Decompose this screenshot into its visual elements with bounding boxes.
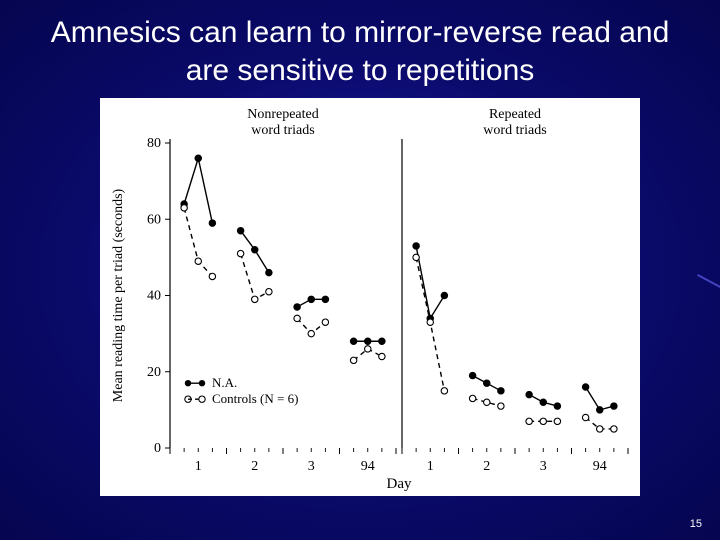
svg-text:3: 3	[540, 459, 547, 474]
svg-text:0: 0	[154, 441, 161, 456]
svg-text:94: 94	[361, 459, 375, 474]
svg-text:Day: Day	[387, 476, 412, 492]
page-number: 15	[690, 518, 702, 530]
svg-text:Controls (N = 6): Controls (N = 6)	[212, 391, 298, 406]
svg-text:2: 2	[251, 459, 258, 474]
svg-text:3: 3	[308, 459, 315, 474]
svg-text:word triads: word triads	[483, 123, 546, 138]
svg-text:1: 1	[427, 459, 434, 474]
svg-text:80: 80	[147, 136, 161, 151]
chart-svg: 0 20 40 60 80 Mean reading time per triad (se…	[100, 98, 640, 496]
svg-text:Nonrepeated: Nonrepeated	[247, 107, 319, 122]
svg-text:Mean reading time per triad (s: Mean reading time per triad (seconds)	[111, 188, 126, 402]
svg-text:Repeated: Repeated	[489, 107, 541, 122]
chart-container: 0 20 40 60 80 Mean reading time per triad (se…	[100, 98, 640, 496]
svg-text:1: 1	[195, 459, 202, 474]
slide-title: Amnesics can learn to mirror-reverse rea…	[40, 14, 680, 89]
svg-text:40: 40	[147, 289, 161, 304]
svg-text:60: 60	[147, 212, 161, 227]
svg-text:20: 20	[147, 365, 161, 380]
svg-text:word triads: word triads	[251, 123, 314, 138]
svg-text:N.A.: N.A.	[212, 375, 237, 390]
svg-text:94: 94	[593, 459, 607, 474]
svg-text:2: 2	[483, 459, 490, 474]
decor-line	[697, 274, 720, 288]
